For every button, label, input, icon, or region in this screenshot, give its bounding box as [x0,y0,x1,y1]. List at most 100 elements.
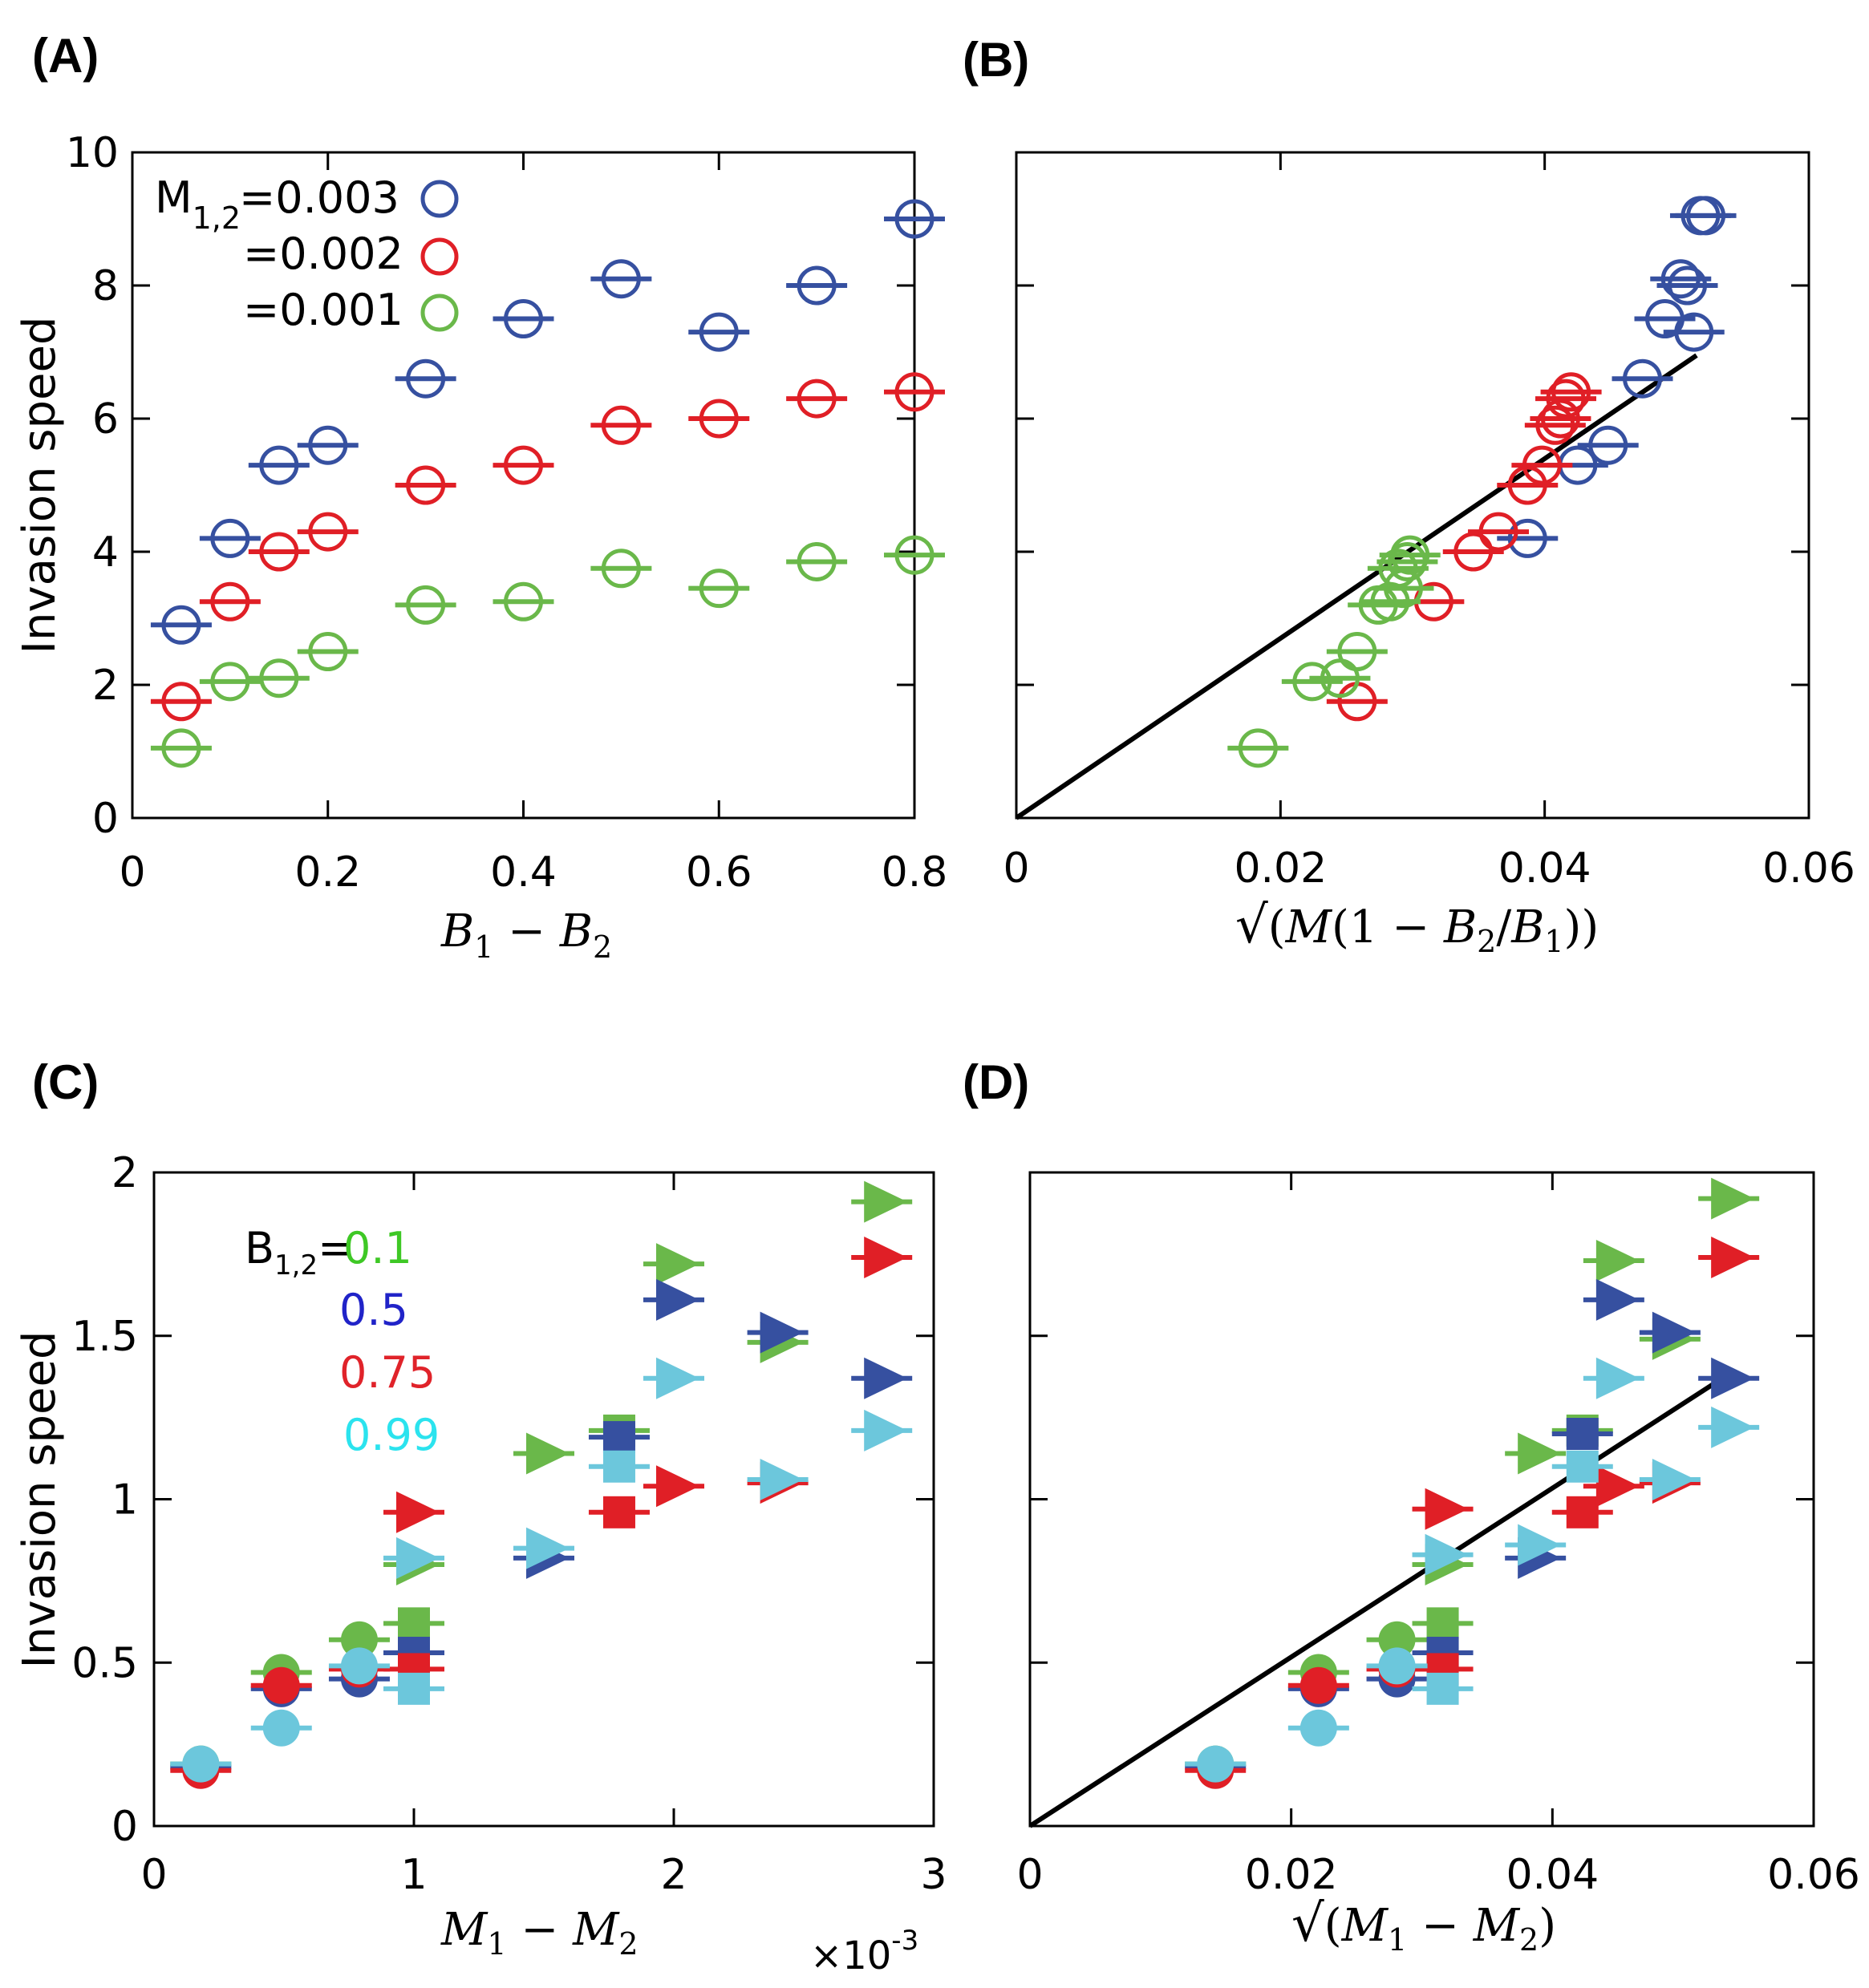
legend-a: M1,2 =0.003 =0.002 =0.001 [155,172,459,335]
x-tick-label: 0.8 [882,848,948,897]
y-axis-title-a: Invasion speed [14,317,66,654]
svg-text:B1 − B2: B1 − B2 [440,905,612,965]
legend-c-entry-4: 0.99 [343,1410,440,1460]
data-point-blue [588,1421,650,1454]
svg-text:×10-3: ×10-3 [810,1925,918,1978]
data-point-blue [1551,1418,1613,1450]
x-axis-title-a: B1 − B2 [440,905,612,965]
svg-text:M1 − M2: M1 − M2 [440,1904,639,1962]
data-point-blue [248,445,310,485]
fit-line-b [1015,353,1698,820]
data-point-cyan [1505,1524,1567,1566]
data-point-green [590,549,652,589]
legend-a-entry-2: =0.002 [243,229,403,279]
data-point-red [1412,1488,1474,1530]
data-point-green [150,728,212,768]
x-tick-label: 0.02 [1234,844,1327,893]
data-point-cyan [1698,1406,1760,1448]
x-axis-title-b: √(M(1 − B2/B1)) [1235,896,1599,959]
data-point-green [493,581,554,622]
svg-text:√(M(1 − B2/B1)): √(M(1 − B2/B1)) [1235,896,1599,959]
data-point-red [493,445,554,485]
data-point-cyan [1185,1745,1247,1783]
plot-frame-d [1028,1171,1815,1828]
y-tick-label: 0 [111,1803,138,1851]
x-axis-title-d: √(M1 − M2) [1291,1894,1556,1958]
data-point-red [1511,445,1573,485]
x-tick-label: 0.6 [686,848,752,897]
data-point-cyan [747,1459,809,1501]
data-point-green [248,658,310,698]
data-point-blue [150,605,212,645]
data-point-red [395,465,456,505]
data-point-red [248,532,310,572]
data-point-red [1551,1496,1613,1528]
data-point-cyan [1287,1709,1349,1747]
legend-c-prefix: B1,2= [245,1223,354,1281]
legend-a-marker-blue [420,180,459,218]
x-tick-label: 0 [119,848,145,897]
data-point-cyan [383,1672,444,1705]
data-point-red [1326,682,1388,722]
svg-text:√(M1 − M2): √(M1 − M2) [1291,1894,1556,1958]
data-point-blue [1656,265,1718,306]
legend-c-entry-2: 0.5 [339,1285,408,1335]
data-point-red [250,1666,312,1704]
data-point-green [1366,1621,1428,1658]
data-point-blue [1497,518,1559,558]
data-point-red [588,1496,650,1528]
data-point-cyan [383,1537,444,1579]
x-tick-label: 0.02 [1245,1851,1338,1899]
data-point-blue [1583,1278,1644,1321]
data-point-cyan [1366,1647,1428,1685]
data-point-red [643,1465,704,1508]
plot-frame-b [1015,151,1810,820]
data-point-blue [643,1278,704,1321]
data-point-cyan [250,1709,312,1747]
data-point-red [1698,1236,1760,1278]
data-point-cyan [851,1409,913,1452]
data-point-green [851,1180,913,1223]
data-point-blue [395,358,456,399]
x-tick-label: 0.2 [294,848,361,897]
data-point-red [199,581,261,622]
data-point-blue [1650,259,1712,299]
data-point-green [1583,1240,1644,1282]
data-point-blue [688,312,750,352]
data-point-cyan [1639,1459,1701,1501]
marks-b [1227,196,1737,768]
data-point-blue [297,425,359,465]
data-point-red [884,372,945,412]
data-point-blue [1698,1357,1760,1399]
ticks-d: 0 0.02 0.04 0.06 [1016,1171,1860,1899]
legend-a-entry-1: =0.003 [239,172,399,223]
panel-label-b: (B) [963,33,1029,87]
y-tick-label: 2 [92,662,119,710]
y-tick-label: 1 [111,1476,138,1524]
data-point-green [395,585,456,625]
data-point-blue [199,518,261,558]
fit-line-d [1028,1376,1724,1828]
data-point-green [383,1607,444,1640]
data-point-cyan [1551,1450,1613,1483]
data-point-green [297,632,359,671]
data-point-cyan [1412,1672,1474,1705]
data-point-blue [851,1357,913,1399]
data-point-blue [1612,358,1673,399]
data-point-cyan [588,1450,650,1483]
x-tick-label: 1 [400,1851,427,1899]
data-point-green [513,1432,574,1475]
legend-a-marker-green [420,294,459,332]
data-point-blue [747,1311,809,1354]
y-tick-label: 2 [111,1149,138,1197]
legend-a-entry-3: =0.001 [243,285,403,335]
marks-d [1185,1177,1760,1789]
data-point-blue [884,199,945,239]
data-point-green [1227,728,1289,768]
data-point-green [1281,662,1343,702]
data-point-cyan [1583,1357,1644,1399]
legend-a-prefix: M1,2 [155,172,241,236]
y-tick-label: 0.5 [71,1639,138,1687]
x-tick-label: 3 [920,1851,947,1899]
panel-label-a: (A) [32,29,99,83]
